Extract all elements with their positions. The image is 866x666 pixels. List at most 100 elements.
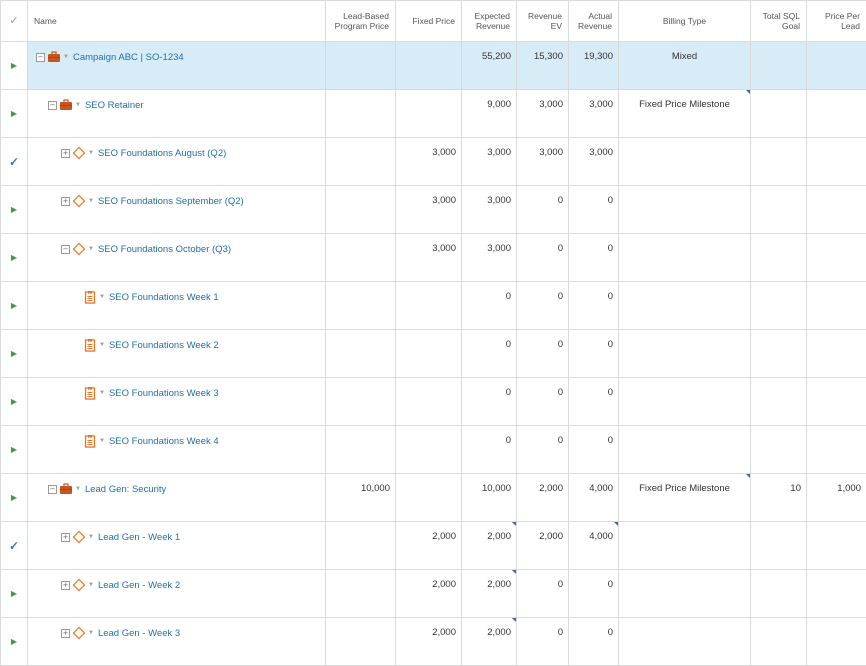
collapse-icon[interactable]: − xyxy=(61,245,70,254)
row-name-link[interactable]: Lead Gen - Week 3 xyxy=(98,628,180,639)
expected-revenue-cell[interactable]: 0 xyxy=(462,330,517,378)
row-name-link[interactable]: SEO Foundations Week 2 xyxy=(109,340,219,351)
checkmark-icon[interactable]: ✓ xyxy=(9,539,19,553)
chevron-down-icon[interactable]: ▼ xyxy=(88,198,94,204)
row-gutter[interactable]: ▶ xyxy=(1,426,28,474)
triangle-right-icon[interactable]: ▶ xyxy=(11,301,17,310)
revenue-ev-cell[interactable]: 0 xyxy=(517,330,569,378)
row-name-link[interactable]: Lead Gen - Week 1 xyxy=(98,532,180,543)
row-gutter[interactable]: ▶ xyxy=(1,42,28,90)
price-per-lead-cell[interactable] xyxy=(807,378,866,426)
triangle-right-icon[interactable]: ▶ xyxy=(11,253,17,262)
expand-icon[interactable]: + xyxy=(61,197,70,206)
chevron-down-icon[interactable]: ▼ xyxy=(99,342,105,348)
row-gutter[interactable]: ▶ xyxy=(1,330,28,378)
fixed-price-cell[interactable] xyxy=(396,330,462,378)
billing-type-cell[interactable] xyxy=(619,378,751,426)
total-sql-goal-cell[interactable] xyxy=(751,234,807,282)
chevron-down-icon[interactable]: ▼ xyxy=(88,630,94,636)
row-gutter[interactable]: ✓ xyxy=(1,138,28,186)
billing-type-cell[interactable] xyxy=(619,282,751,330)
row-gutter[interactable]: ▶ xyxy=(1,378,28,426)
price-per-lead-cell[interactable] xyxy=(807,570,866,618)
revenue-ev-cell[interactable]: 0 xyxy=(517,234,569,282)
fixed-price-cell[interactable]: 2,000 xyxy=(396,570,462,618)
chevron-down-icon[interactable]: ▼ xyxy=(88,150,94,156)
row-gutter[interactable]: ▶ xyxy=(1,570,28,618)
revenue-ev-cell[interactable]: 0 xyxy=(517,186,569,234)
lead-based-cell[interactable]: 10,000 xyxy=(326,474,396,522)
revenue-ev-cell[interactable]: 2,000 xyxy=(517,522,569,570)
revenue-ev-cell[interactable]: 3,000 xyxy=(517,138,569,186)
expected-revenue-cell[interactable]: 2,000 xyxy=(462,570,517,618)
lead-based-cell[interactable] xyxy=(326,426,396,474)
checkmark-icon[interactable]: ✓ xyxy=(9,155,19,169)
row-name-link[interactable]: Lead Gen - Week 2 xyxy=(98,580,180,591)
price-per-lead-cell[interactable] xyxy=(807,426,866,474)
total-sql-goal-cell[interactable] xyxy=(751,90,807,138)
billing-type-cell[interactable] xyxy=(619,618,751,666)
expand-icon[interactable]: + xyxy=(61,581,70,590)
price-per-lead-cell[interactable] xyxy=(807,138,866,186)
expected-revenue-cell[interactable]: 2,000 xyxy=(462,618,517,666)
chevron-down-icon[interactable]: ▼ xyxy=(88,246,94,252)
actual-revenue-cell[interactable]: 4,000 xyxy=(569,522,619,570)
chevron-down-icon[interactable]: ▼ xyxy=(75,102,81,108)
revenue-ev-cell[interactable]: 0 xyxy=(517,426,569,474)
collapse-icon[interactable]: − xyxy=(48,101,57,110)
revenue-ev-cell[interactable]: 15,300 xyxy=(517,42,569,90)
expected-revenue-cell[interactable]: 2,000 xyxy=(462,522,517,570)
billing-type-cell[interactable] xyxy=(619,138,751,186)
row-name-link[interactable]: SEO Foundations Week 1 xyxy=(109,292,219,303)
actual-revenue-cell[interactable]: 0 xyxy=(569,330,619,378)
chevron-down-icon[interactable]: ▼ xyxy=(75,486,81,492)
chevron-down-icon[interactable]: ▼ xyxy=(99,294,105,300)
expand-icon[interactable]: + xyxy=(61,629,70,638)
triangle-right-icon[interactable]: ▶ xyxy=(11,589,17,598)
chevron-down-icon[interactable]: ▼ xyxy=(63,54,69,60)
row-name-link[interactable]: Lead Gen: Security xyxy=(85,484,166,495)
total-sql-goal-cell[interactable] xyxy=(751,426,807,474)
billing-type-cell[interactable]: Fixed Price Milestone xyxy=(619,90,751,138)
billing-type-cell[interactable] xyxy=(619,234,751,282)
triangle-right-icon[interactable]: ▶ xyxy=(11,109,17,118)
revenue-ev-cell[interactable]: 0 xyxy=(517,378,569,426)
total-sql-goal-cell[interactable] xyxy=(751,138,807,186)
total-sql-goal-cell[interactable] xyxy=(751,570,807,618)
expected-revenue-cell[interactable]: 3,000 xyxy=(462,234,517,282)
price-per-lead-cell[interactable] xyxy=(807,90,866,138)
actual-revenue-cell[interactable]: 0 xyxy=(569,618,619,666)
lead-based-cell[interactable] xyxy=(326,378,396,426)
triangle-right-icon[interactable]: ▶ xyxy=(11,205,17,214)
row-gutter[interactable]: ▶ xyxy=(1,618,28,666)
row-name-link[interactable]: SEO Foundations August (Q2) xyxy=(98,148,226,159)
revenue-ev-cell[interactable]: 0 xyxy=(517,618,569,666)
billing-type-cell[interactable] xyxy=(619,330,751,378)
select-all-header[interactable]: ✓ xyxy=(1,1,28,42)
expand-icon[interactable]: + xyxy=(61,149,70,158)
fixed-price-cell[interactable]: 3,000 xyxy=(396,234,462,282)
total-sql-goal-cell[interactable] xyxy=(751,618,807,666)
price-per-lead-cell[interactable]: 1,000 xyxy=(807,474,866,522)
actual-revenue-cell[interactable]: 0 xyxy=(569,570,619,618)
billing-type-cell[interactable]: Fixed Price Milestone xyxy=(619,474,751,522)
billing-type-cell[interactable] xyxy=(619,522,751,570)
expected-revenue-cell[interactable]: 0 xyxy=(462,282,517,330)
lead-based-cell[interactable] xyxy=(326,282,396,330)
chevron-down-icon[interactable]: ▼ xyxy=(99,438,105,444)
row-name-link[interactable]: Campaign ABC | SO-1234 xyxy=(73,52,184,63)
expand-icon[interactable]: + xyxy=(61,533,70,542)
expected-revenue-cell[interactable]: 55,200 xyxy=(462,42,517,90)
total-sql-goal-cell[interactable]: 10 xyxy=(751,474,807,522)
total-sql-goal-cell[interactable] xyxy=(751,330,807,378)
actual-revenue-cell[interactable]: 0 xyxy=(569,186,619,234)
chevron-down-icon[interactable]: ▼ xyxy=(88,534,94,540)
chevron-down-icon[interactable]: ▼ xyxy=(99,390,105,396)
